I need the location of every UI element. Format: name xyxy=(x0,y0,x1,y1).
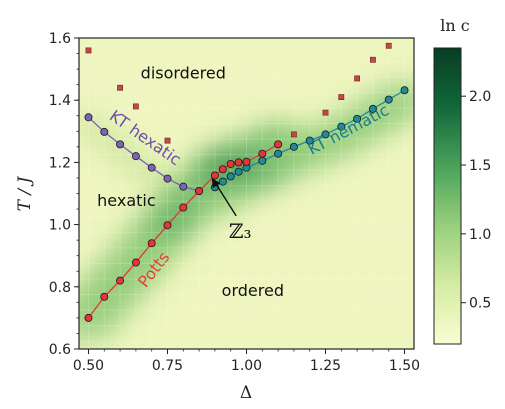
data-point xyxy=(147,163,156,172)
annotation-arrow xyxy=(214,181,237,217)
square-point xyxy=(354,75,361,82)
data-point xyxy=(305,136,314,145)
region-label: ordered xyxy=(222,281,284,300)
square-point xyxy=(117,84,123,91)
square-point xyxy=(291,131,297,138)
y-tick-label: 0.8 xyxy=(49,280,71,296)
x-tick-label: 0.75 xyxy=(152,358,183,374)
square-point xyxy=(132,103,139,110)
colorbar-tick-label: 2.0 xyxy=(469,89,491,105)
data-point xyxy=(234,158,243,167)
y-tick-label: 1.6 xyxy=(49,31,71,47)
data-point xyxy=(274,140,283,149)
colorbar-gradient xyxy=(433,47,462,345)
data-point xyxy=(100,127,109,136)
annotation-arrowhead xyxy=(211,177,221,188)
data-point xyxy=(210,171,219,180)
data-point xyxy=(258,156,267,165)
data-point xyxy=(195,187,204,196)
y-tick-label: 0.6 xyxy=(49,342,71,358)
data-point xyxy=(289,142,298,151)
series-3 xyxy=(84,140,283,322)
data-point xyxy=(131,152,140,161)
data-point xyxy=(163,221,172,230)
data-point xyxy=(400,86,409,95)
data-point xyxy=(179,203,188,212)
square-point xyxy=(164,137,171,144)
y-tick-label: 1.2 xyxy=(49,155,71,171)
data-point xyxy=(274,149,283,158)
data-point xyxy=(84,313,93,322)
square-point xyxy=(322,109,329,116)
data-point xyxy=(218,165,227,174)
colorbar-ticks: 0.5 1.0 1.5 2.0 xyxy=(461,89,491,312)
data-point xyxy=(116,140,125,149)
data-point xyxy=(368,104,377,113)
colorbar-label: ln c xyxy=(440,16,470,35)
data-point xyxy=(131,258,140,267)
y-axis-label: T / J xyxy=(15,175,35,211)
series-2 xyxy=(210,86,409,192)
data-point xyxy=(337,122,346,131)
x-tick-label: 0.50 xyxy=(73,358,104,374)
colorbar-tick-label: 0.5 xyxy=(469,296,491,312)
data-point xyxy=(242,157,251,166)
y-tick-label: 1.0 xyxy=(49,218,71,234)
y-tick-label: 1.4 xyxy=(49,93,71,109)
heatmap-grid xyxy=(79,38,414,349)
series-4 xyxy=(85,42,392,144)
series-layer xyxy=(84,42,409,322)
x-axis-label: Δ xyxy=(240,383,252,403)
annotation-label: ℤ₃ xyxy=(229,219,252,243)
heatmap-intensity xyxy=(79,79,414,342)
data-point xyxy=(163,174,172,183)
colorbar: ln c 0.5 1.0 1.5 2.0 xyxy=(433,16,491,345)
data-point xyxy=(100,292,109,301)
region-label: disordered xyxy=(141,63,226,82)
x-axis: 0.50 0.75 1.00 1.25 1.50 xyxy=(73,349,420,374)
data-point xyxy=(353,114,362,123)
square-point xyxy=(370,56,376,63)
square-point xyxy=(385,42,392,49)
data-point xyxy=(179,182,188,191)
data-point xyxy=(234,167,243,176)
region-label: hexatic xyxy=(97,191,156,210)
data-point xyxy=(147,239,156,248)
colorbar-tick-label: 1.0 xyxy=(469,227,491,243)
square-point xyxy=(85,47,92,54)
data-point xyxy=(116,276,125,285)
x-tick-label: 1.50 xyxy=(389,358,420,374)
square-point xyxy=(338,94,345,100)
data-point xyxy=(384,95,393,104)
data-point xyxy=(84,113,93,122)
series-1 xyxy=(84,113,204,196)
data-point xyxy=(321,130,330,139)
data-point xyxy=(226,159,235,168)
x-tick-label: 1.00 xyxy=(231,358,262,374)
data-point xyxy=(258,149,267,158)
data-point xyxy=(226,172,235,181)
x-tick-label: 1.25 xyxy=(310,358,341,374)
data-point xyxy=(218,177,227,186)
colorbar-tick-label: 1.5 xyxy=(469,158,491,174)
y-axis: 0.6 0.8 1.0 1.2 1.4 1.6 xyxy=(49,31,79,358)
